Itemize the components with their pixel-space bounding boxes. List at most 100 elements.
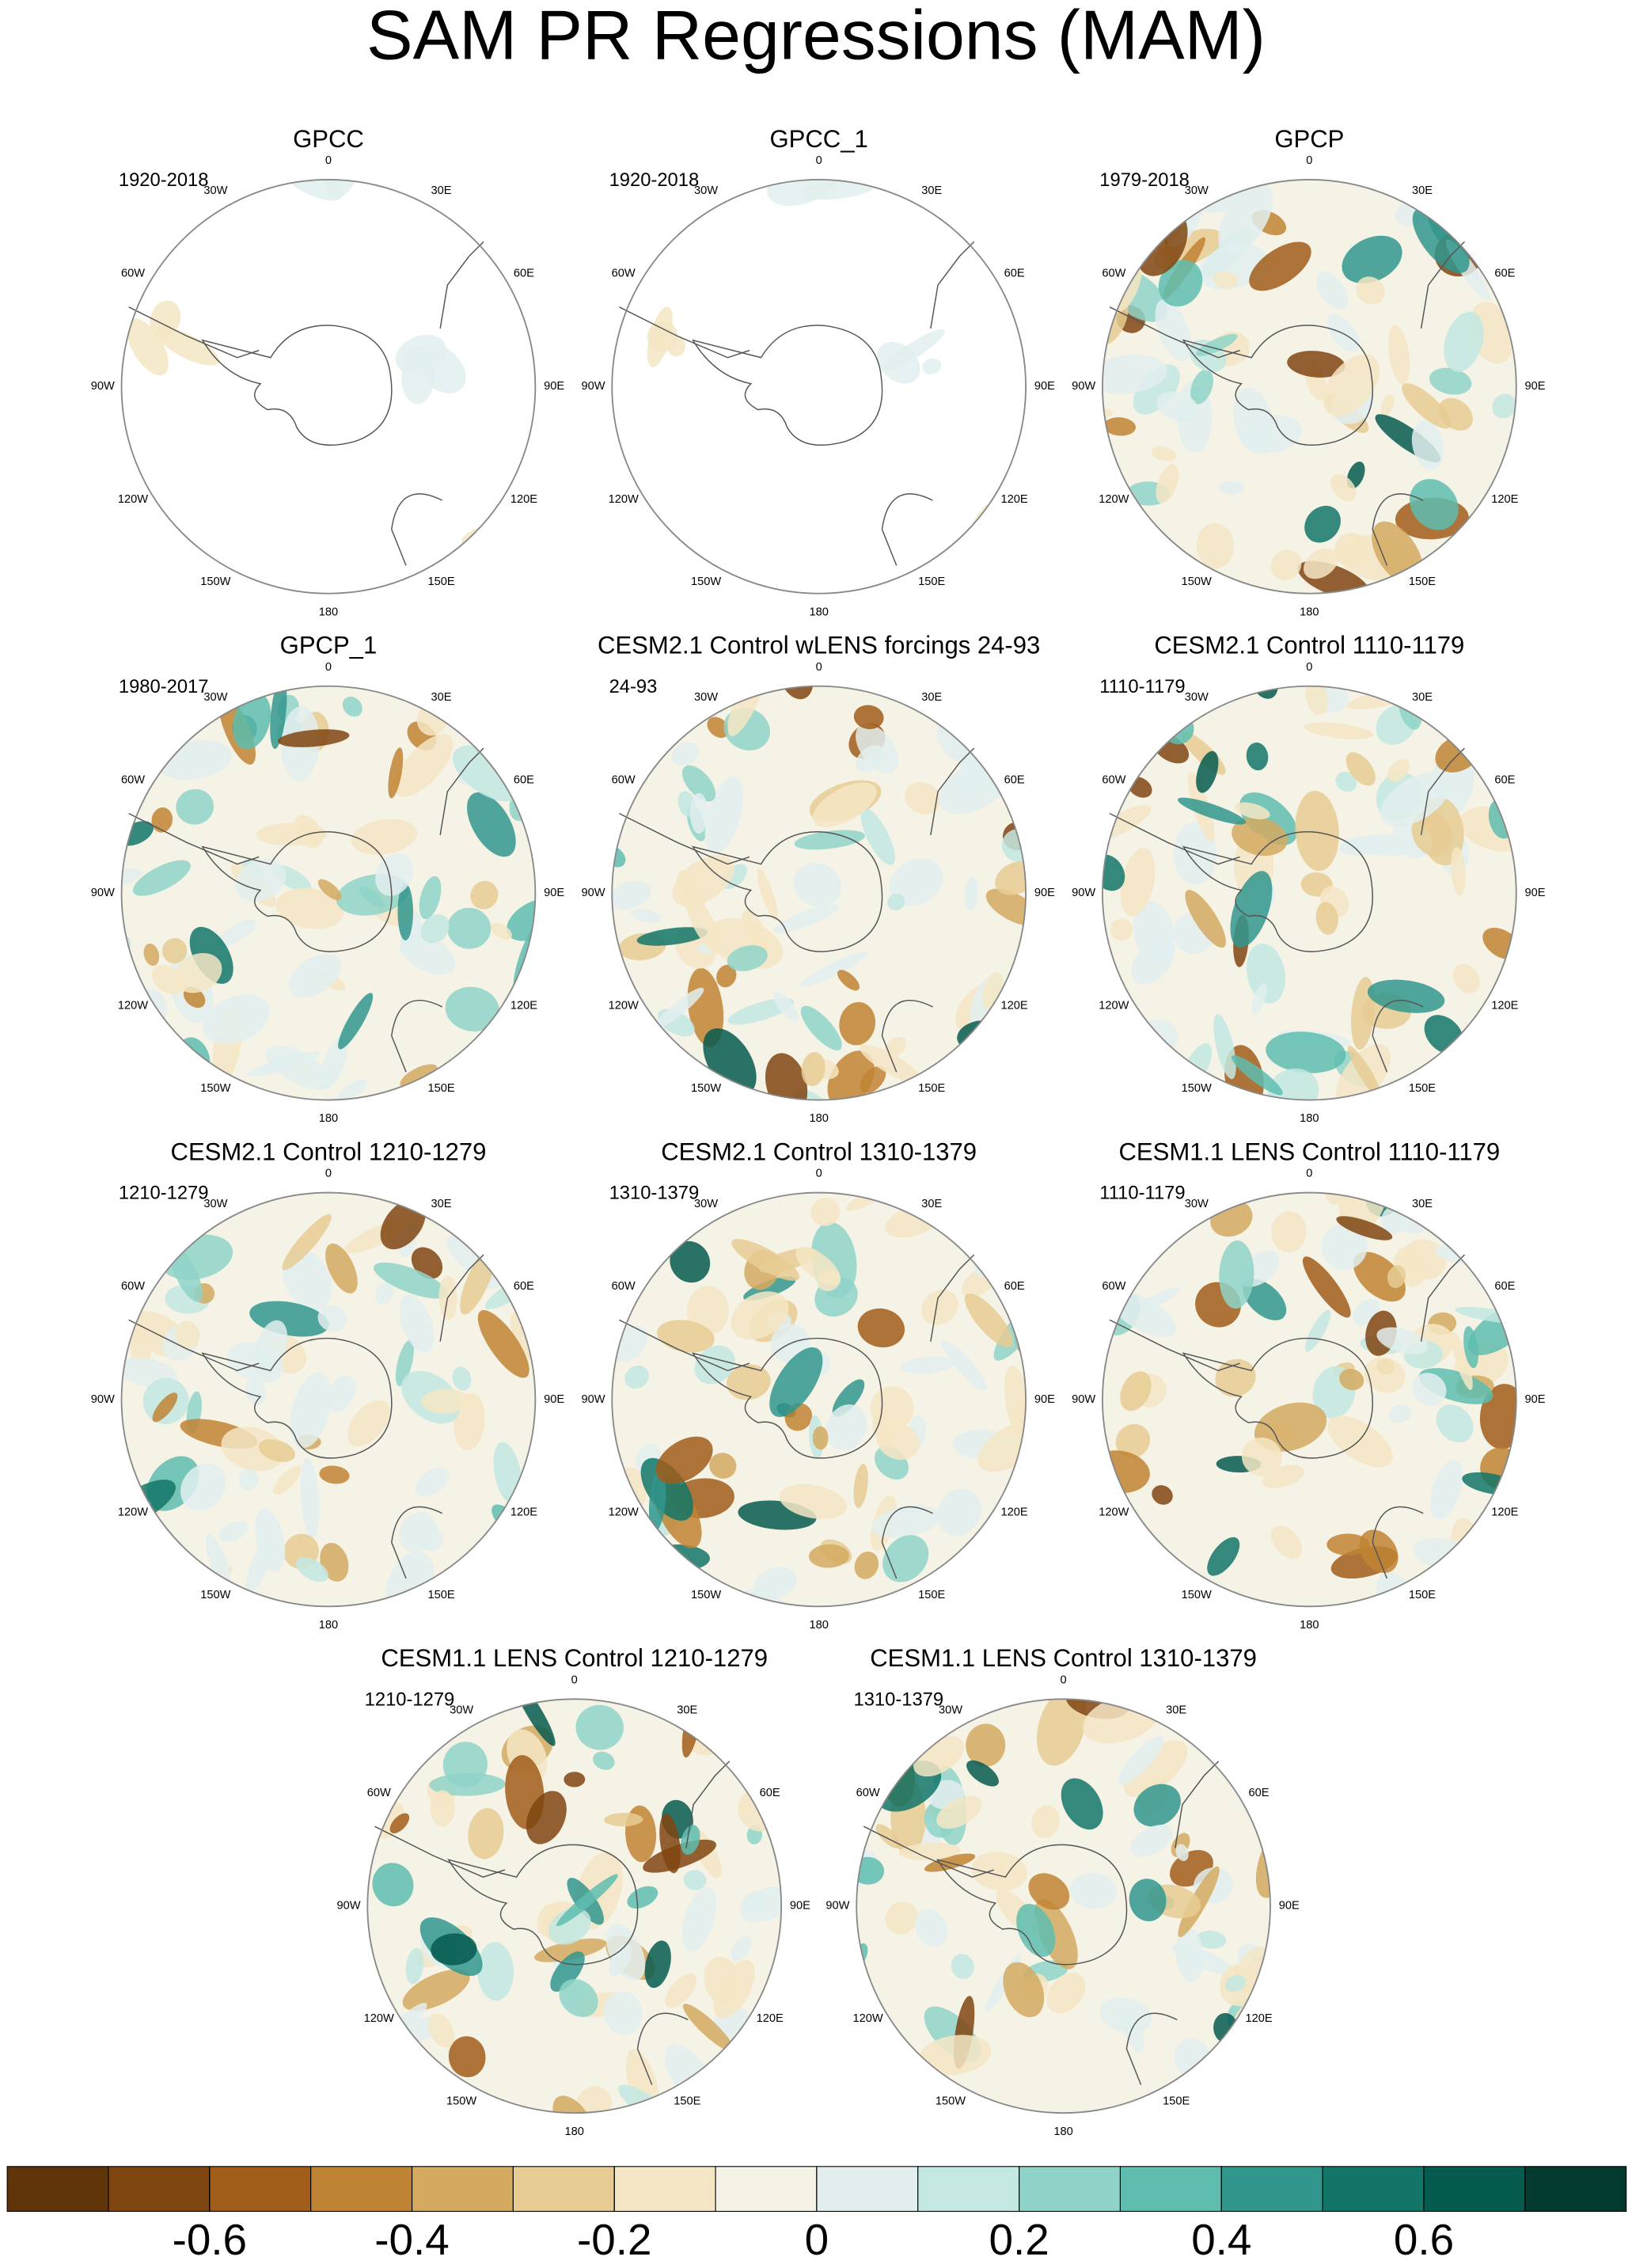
- field-blob: [1388, 1404, 1412, 1423]
- field-blob: [647, 321, 678, 352]
- lon-label: 180: [319, 1619, 338, 1632]
- lon-label: 30W: [694, 184, 718, 197]
- field-blob: [1219, 481, 1245, 495]
- lon-label: 90E: [1525, 380, 1546, 393]
- lon-label: 150E: [427, 1589, 454, 1601]
- field-blob: [860, 1066, 886, 1094]
- field-blob: [1339, 1369, 1364, 1391]
- field-blob: [218, 1521, 249, 1542]
- field-blob: [397, 883, 414, 941]
- antarctica-outline: [692, 1337, 883, 1459]
- field-blob: [420, 914, 450, 944]
- lon-label: 120W: [118, 1000, 148, 1012]
- field-blob: [452, 1366, 472, 1391]
- lon-label: 0: [325, 661, 332, 674]
- lon-label: 30W: [939, 1704, 962, 1717]
- field-blob: [1412, 1373, 1447, 1406]
- field-blob: [1158, 260, 1203, 307]
- field-blob: [1323, 354, 1380, 416]
- lon-label: 150W: [691, 1589, 721, 1601]
- lon-label: 30W: [694, 691, 718, 704]
- field-blob: [812, 782, 877, 827]
- lon-label: 60W: [121, 268, 145, 280]
- coastline: [619, 241, 975, 566]
- lon-label: 120E: [1001, 493, 1028, 506]
- field-blob: [1356, 276, 1385, 305]
- panel-period: 1310-1379: [609, 1183, 700, 1204]
- field-blob: [741, 1890, 768, 1917]
- field-blob: [846, 1192, 908, 1211]
- lon-label: 60E: [1494, 268, 1515, 280]
- field-blob: [526, 1791, 567, 1844]
- antarctica-outline: [1182, 831, 1373, 952]
- field-blob: [1430, 1460, 1463, 1519]
- field-blob: [825, 1404, 867, 1451]
- field-blob: [217, 919, 257, 947]
- field-blob: [1254, 1402, 1327, 1452]
- lon-label: 180: [565, 2126, 584, 2138]
- field-blob: [905, 781, 941, 815]
- field-blob: [325, 1375, 355, 1413]
- field-blob: [1345, 752, 1376, 786]
- lon-label: 150E: [918, 1082, 945, 1095]
- field-blob: [964, 1293, 1014, 1348]
- lon-label: 0: [1061, 1673, 1067, 1686]
- field-blob: [1130, 1824, 1173, 1857]
- lon-label: 180: [1300, 1112, 1319, 1125]
- field-blob: [394, 734, 454, 797]
- lon-label: 60E: [1004, 1280, 1025, 1293]
- lon-label: 60W: [612, 773, 636, 786]
- field-blob: [794, 830, 865, 850]
- field-blob: [245, 1377, 266, 1405]
- lon-label: 90W: [91, 1393, 115, 1406]
- coastline: [1109, 1254, 1465, 1579]
- lon-label: 60W: [1102, 1280, 1125, 1293]
- field-blob: [347, 1400, 390, 1447]
- field-blob: [359, 886, 385, 908]
- map-border: [856, 1698, 1271, 2114]
- field-blob: [121, 868, 143, 891]
- field-blob: [757, 868, 778, 921]
- map-field: [367, 1699, 782, 2114]
- panel-title: CESM1.1 LENS Control 1110-1179: [1118, 1138, 1500, 1165]
- panel-period: 24-93: [609, 676, 658, 697]
- lon-label: 180: [319, 606, 338, 618]
- field-blob: [400, 933, 456, 975]
- antarctica-outline: [201, 831, 393, 952]
- lon-label: 180: [809, 1619, 828, 1632]
- lon-label: 120E: [1001, 1506, 1028, 1518]
- field-blob: [467, 792, 516, 857]
- map-border: [120, 179, 537, 595]
- field-blob: [221, 1427, 284, 1472]
- lon-label: 0: [325, 1168, 332, 1180]
- field-blob: [1241, 1437, 1282, 1476]
- panel-title: GPCP: [1274, 125, 1344, 153]
- field-blob: [1196, 1930, 1227, 1949]
- antarctica-outline: [692, 325, 883, 446]
- field-blob: [253, 1320, 288, 1375]
- field-blob: [258, 1439, 295, 1462]
- field-blob: [1155, 299, 1192, 362]
- colorbar-box: [613, 2166, 716, 2213]
- field-blob: [977, 1421, 1027, 1472]
- field-blob: [1410, 479, 1459, 530]
- field-blob: [431, 1933, 477, 1966]
- field-blob: [1235, 802, 1270, 819]
- field-blob: [1133, 1784, 1181, 1827]
- antarctica-outline: [447, 1844, 639, 1966]
- field-blob: [1156, 464, 1179, 503]
- field-blob: [681, 765, 716, 802]
- field-blob: [1061, 1778, 1103, 1830]
- field-blob: [294, 815, 323, 849]
- field-blob: [918, 2034, 992, 2076]
- lon-label: 60E: [514, 773, 534, 786]
- field-blob: [1196, 522, 1234, 569]
- lon-label: 150E: [918, 1589, 945, 1601]
- field-blob: [670, 1240, 711, 1283]
- lon-label: 120W: [1099, 1506, 1129, 1518]
- lon-label: 30E: [677, 1704, 697, 1717]
- field-blob: [282, 1214, 332, 1271]
- field-blob: [161, 937, 188, 964]
- coastline: [1109, 747, 1465, 1073]
- field-blob: [612, 880, 651, 910]
